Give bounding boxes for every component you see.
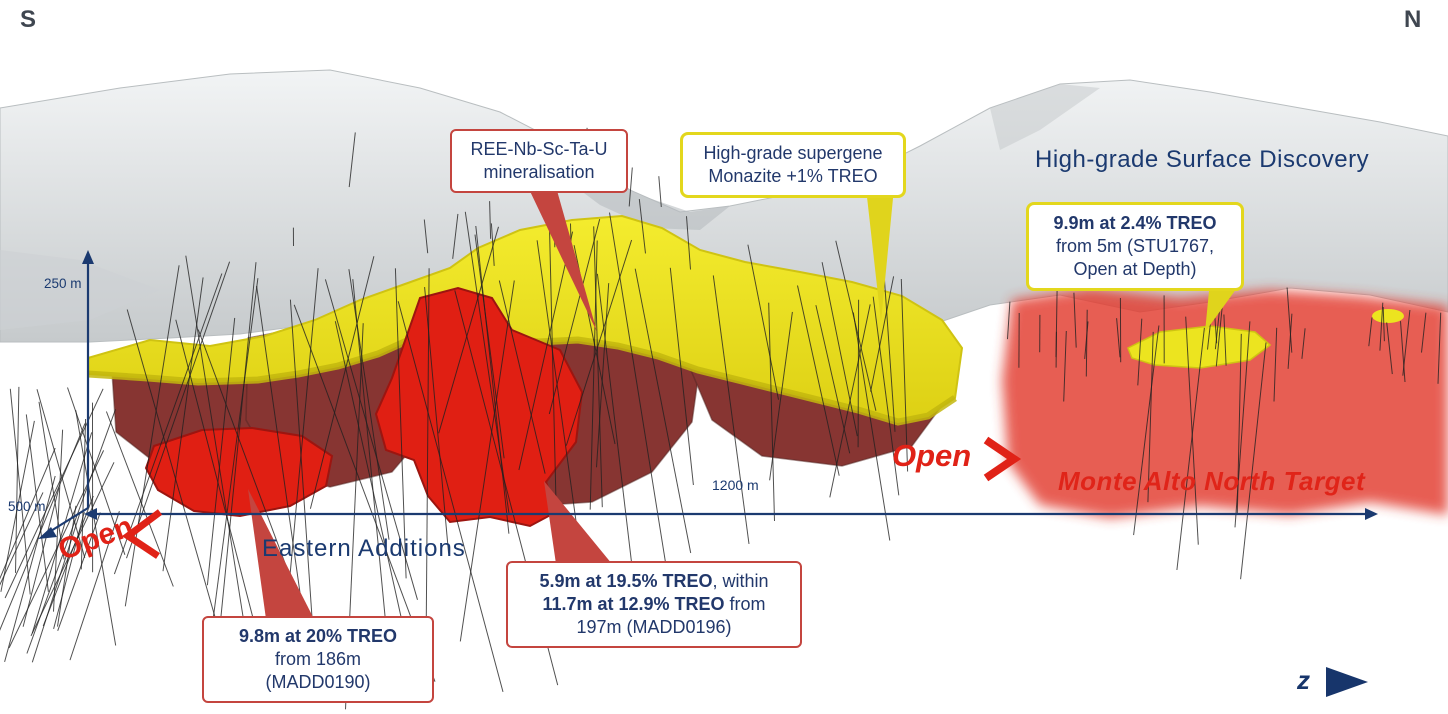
supergene-lens-far-north <box>1372 309 1404 323</box>
z-axis-arrow-icon <box>1326 667 1368 697</box>
callout-madd0196-rest1: , within <box>712 571 769 591</box>
scale-axes <box>38 250 1378 539</box>
callout-stu1767-line3: Open at Depth) <box>1073 259 1197 280</box>
depth-scale-label: 500 m <box>8 499 46 514</box>
open-arrow-north-icon <box>983 436 1022 482</box>
callout-madd0190-line2: from 186m <box>274 649 362 670</box>
supergene-layer-underside <box>87 322 957 426</box>
drillhole-traces <box>0 127 1442 710</box>
vertical-scale-label: 250 m <box>44 276 82 291</box>
callout-madd0190-line3: (MADD0190) <box>265 672 371 693</box>
compass-south-label: S <box>20 6 37 33</box>
open-arrow-south-icon <box>121 509 163 559</box>
callout-supergene-line2: Monazite +1% TREO <box>708 166 878 187</box>
callout-madd0196-rest2: from <box>724 594 766 615</box>
callout-leaders <box>248 187 1242 619</box>
callout-mineralisation: REE-Nb-Sc-Ta-U mineralisation <box>450 129 628 194</box>
horizontal-scale-label: 1200 m <box>712 477 759 493</box>
callout-madd0190: 9.8m at 20% TREO from 186m (MADD0190) <box>202 616 434 704</box>
open-label-north: Open <box>892 438 972 473</box>
terrain-shade-left <box>0 250 160 330</box>
callout-mineralisation-line2: mineralisation <box>483 162 595 183</box>
terrain-shade-right-hill <box>990 84 1100 150</box>
callout-supergene-line1: High-grade supergene <box>703 143 883 163</box>
surface-discovery-label: High-grade Surface Discovery <box>1035 146 1370 173</box>
callout-stu1767-line2: from 5m (STU1767, <box>1055 236 1215 257</box>
callout-madd0196-intercept1: 5.9m at 19.5% TREO <box>539 571 713 591</box>
callout-stu1767-intercept: 9.9m at 2.4% TREO <box>1053 213 1217 233</box>
callout-madd0196: 5.9m at 19.5% TREO, within 11.7m at 12.9… <box>506 561 802 649</box>
eastern-additions-label: Eastern Additions <box>262 535 466 562</box>
callout-madd0190-intercept: 9.8m at 20% TREO <box>238 626 398 646</box>
supergene-lens-north <box>1127 325 1272 369</box>
monte-alto-red-zone <box>1002 288 1448 518</box>
callout-madd0196-line3: 197m (MADD0196) <box>576 617 732 638</box>
z-axis-label: z <box>1297 665 1310 695</box>
callout-mineralisation-line1: REE-Nb-Sc-Ta-U <box>470 139 608 159</box>
callout-madd0196-intercept2: 11.7m at 12.9% TREO <box>542 594 725 615</box>
monte-alto-target-label: Monte Alto North Target <box>1058 466 1366 496</box>
callout-supergene: High-grade supergene Monazite +1% TREO <box>680 132 906 199</box>
callout-stu1767: 9.9m at 2.4% TREO from 5m (STU1767, Open… <box>1026 202 1244 292</box>
compass-north-label: N <box>1404 6 1422 33</box>
